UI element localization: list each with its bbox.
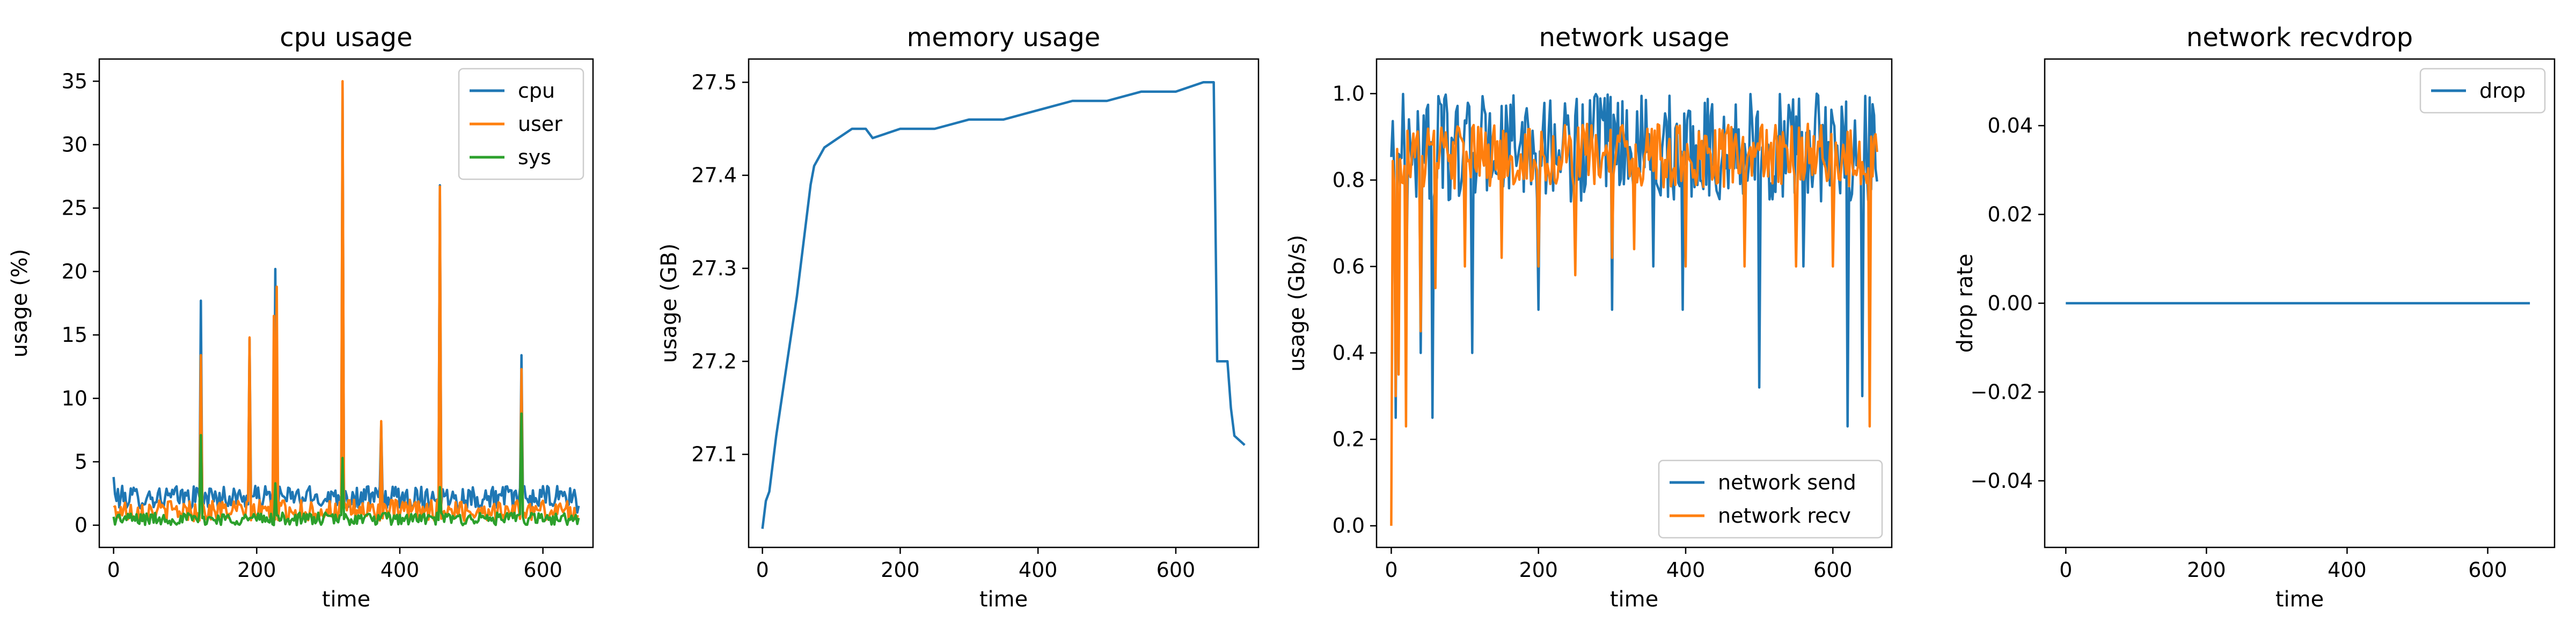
legend-label: drop <box>2479 79 2526 103</box>
legend-label: sys <box>518 145 551 169</box>
x-tick-label: 200 <box>881 558 920 582</box>
legend: drop <box>2419 68 2546 114</box>
y-tick-label: 27.1 <box>691 443 737 466</box>
chart-panel-3: network usage 0 200 400 600 0.0 0.2 0.4 0.6 0.8 1.… <box>1285 23 1893 612</box>
y-tick-label: 25 <box>62 196 87 220</box>
y-axis-label: usage (%) <box>8 249 32 358</box>
x-axis-label: time <box>979 587 1028 612</box>
y-tick-label: 15 <box>62 323 87 347</box>
series-group <box>1390 92 1878 526</box>
x-tick-label: 600 <box>2468 558 2507 582</box>
x-tick-label: 400 <box>380 558 420 582</box>
y-tick-label: 0.00 <box>1987 291 2033 315</box>
x-tick-label: 400 <box>2328 558 2367 582</box>
y-tick-label: 0.2 <box>1333 428 1365 451</box>
legend-label: user <box>518 112 562 136</box>
y-tick-label: 0 <box>75 514 87 537</box>
axes-frame <box>98 58 594 548</box>
x-tick-label: 0 <box>1385 558 1397 582</box>
axes-frame <box>1375 58 1893 548</box>
y-tick-label: 0.04 <box>1987 114 2033 137</box>
legend-label: network send <box>1718 471 1856 494</box>
y-axis-label: usage (GB) <box>657 243 682 363</box>
x-tick-label: 0 <box>756 558 769 582</box>
legend: cpu user sys <box>458 68 584 180</box>
axes-frame <box>748 58 1260 548</box>
x-axis-label: time <box>2275 587 2324 612</box>
legend-box <box>458 68 584 180</box>
x-tick-label: 400 <box>1666 558 1706 582</box>
series-line-network-recv <box>1390 122 1878 526</box>
y-tick-label: 27.5 <box>691 70 737 94</box>
y-tick-label: −0.02 <box>1971 380 2033 404</box>
x-tick-label: 600 <box>1813 558 1853 582</box>
x-tick-label: 200 <box>237 558 276 582</box>
series-line-user <box>113 80 579 523</box>
chart-title: cpu usage <box>280 23 412 53</box>
y-tick-label: 0.4 <box>1333 341 1365 365</box>
legend-label: network recv <box>1718 504 1851 528</box>
x-tick-label: 0 <box>2059 558 2072 582</box>
x-axis-label: time <box>1610 587 1658 612</box>
x-tick-label: 200 <box>1519 558 1558 582</box>
series-line-sys <box>112 412 580 526</box>
y-axis-label: usage (Gb/s) <box>1285 235 1309 371</box>
x-tick-label: 400 <box>1019 558 1058 582</box>
y-tick-label: 0.6 <box>1333 255 1365 279</box>
legend: network send network recv <box>1658 459 1883 539</box>
legend-box <box>2419 68 2546 114</box>
x-axis-label: time <box>322 587 370 612</box>
y-tick-label: 0.02 <box>1987 203 2033 226</box>
y-tick-label: −0.04 <box>1971 469 2033 493</box>
chart-panel-2: memory usage 0 200 400 600 27.1 27.2 27.3 27.4 27… <box>657 23 1260 612</box>
y-tick-label: 5 <box>75 450 87 473</box>
x-tick-label: 0 <box>107 558 120 582</box>
chart-title: memory usage <box>907 23 1101 53</box>
chart-panel-4: network recvdrop 0 200 400 600 −0.04 −0.02 0.00… <box>1953 23 2556 612</box>
y-tick-label: 35 <box>62 69 87 93</box>
x-tick-label: 600 <box>523 558 562 582</box>
series-group <box>112 80 580 526</box>
chart-title: network recvdrop <box>2186 23 2413 53</box>
y-tick-label: 30 <box>62 133 87 157</box>
y-tick-label: 0.0 <box>1333 514 1365 538</box>
y-tick-label: 20 <box>62 260 87 283</box>
y-tick-label: 27.3 <box>691 257 737 280</box>
chart-panel-1: cpu usage 0 200 400 600 0 5 10 15 20 25 30 35 time usa… <box>8 23 594 612</box>
y-tick-label: 27.2 <box>691 349 737 373</box>
legend-label: cpu <box>518 79 555 103</box>
legend-box <box>1658 459 1883 539</box>
y-tick-label: 27.4 <box>691 164 737 187</box>
chart-title: network usage <box>1539 23 1729 53</box>
x-tick-label: 200 <box>2187 558 2226 582</box>
series-line-main <box>761 81 1246 529</box>
y-axis-label: drop rate <box>1953 254 1978 353</box>
y-tick-label: 0.8 <box>1333 168 1365 192</box>
y-tick-label: 1.0 <box>1333 82 1365 105</box>
y-tick-label: 10 <box>62 386 87 410</box>
series-group <box>761 81 1246 529</box>
x-tick-label: 600 <box>1157 558 1196 582</box>
